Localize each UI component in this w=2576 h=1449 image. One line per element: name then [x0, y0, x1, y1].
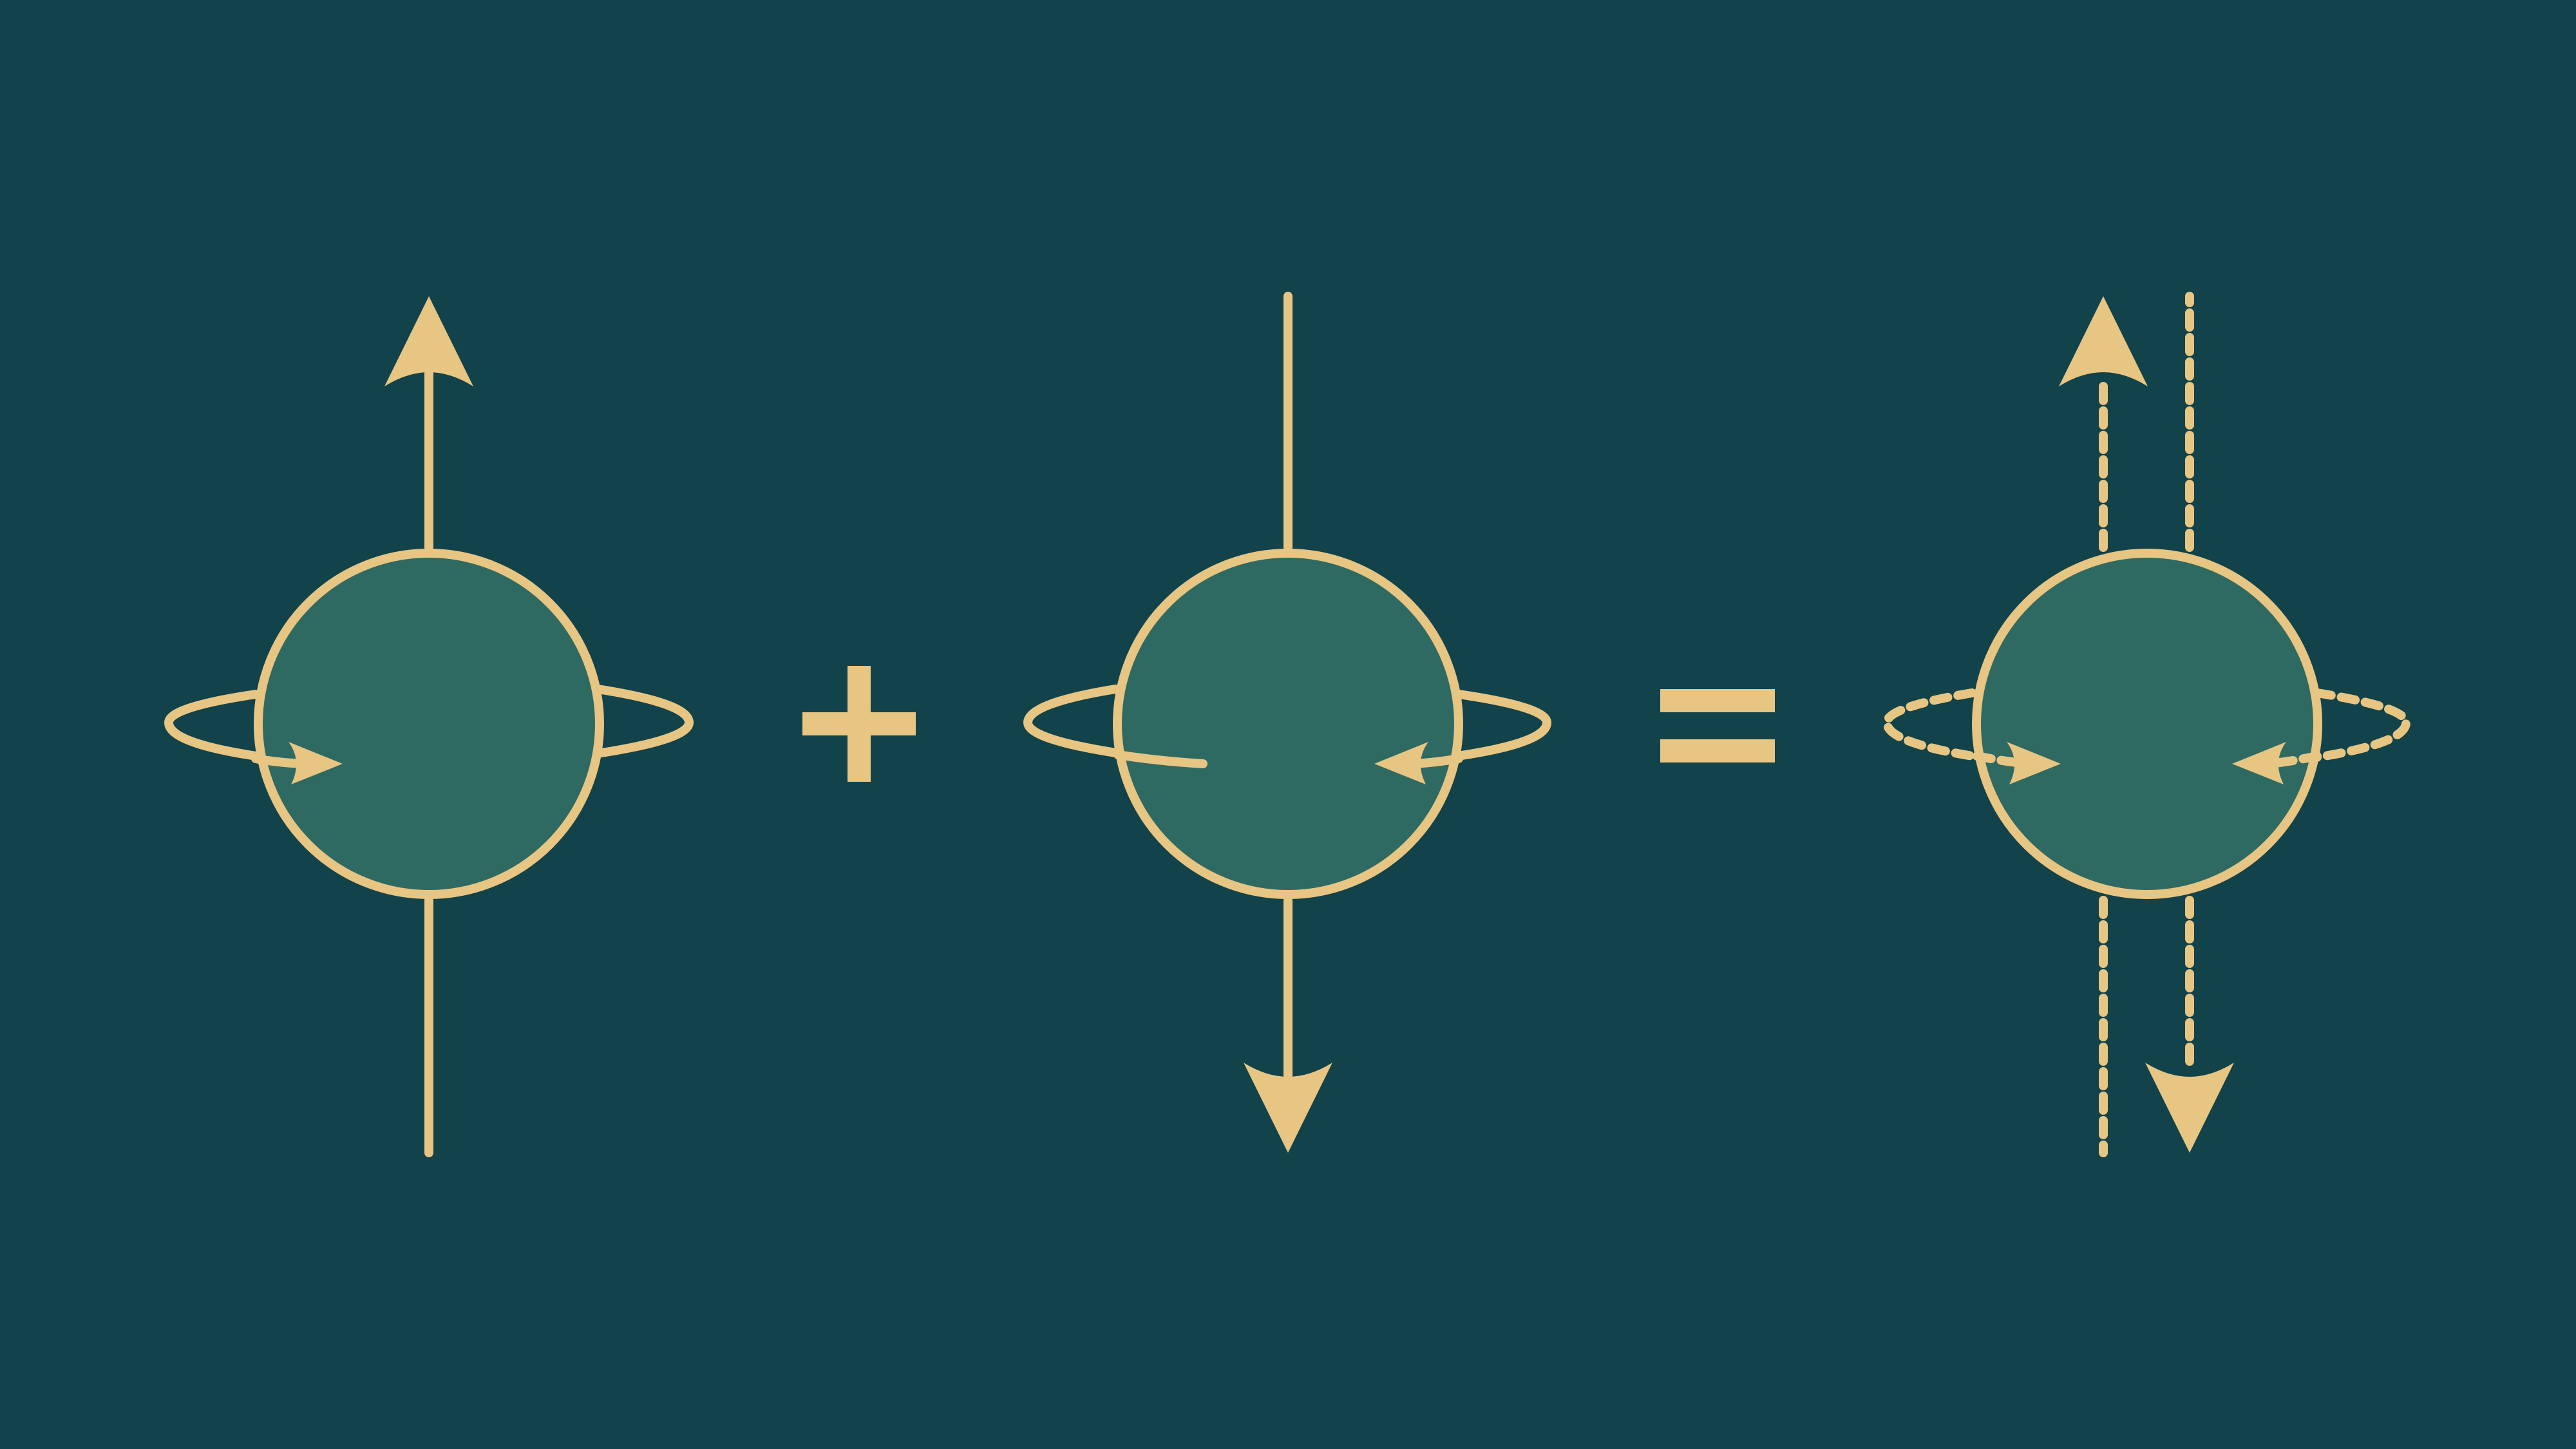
axis-arrowhead-down — [1244, 1063, 1332, 1153]
particle-sphere — [1972, 549, 2322, 899]
rotation-arrowhead-left — [1374, 742, 1428, 784]
superposition-sphere-group — [1972, 549, 2322, 899]
particle-sphere — [1113, 549, 1463, 899]
superposition-arrowheads — [2007, 296, 2286, 1153]
orbit-ring-back — [164, 690, 301, 766]
equals-top-bar — [1660, 689, 1775, 712]
orbit-ring-front-right-dashed — [2265, 752, 2322, 768]
orbit-ring-front — [251, 754, 307, 768]
orbit-ring-back-dashed — [1882, 688, 2024, 767]
rotation-arrowhead-right — [2007, 742, 2061, 784]
spin-down-particle — [1023, 292, 1552, 1086]
superposition-particle — [1882, 292, 2411, 1157]
spin-up-particle — [164, 363, 694, 1157]
spin-down-arrowheads — [1244, 742, 1428, 1153]
rotation-arrowhead-right — [289, 742, 343, 784]
orbit-ring-back-right-dashed — [2275, 688, 2411, 767]
equals-bottom-bar — [1660, 739, 1775, 762]
particle-sphere — [254, 549, 604, 899]
axis-arrowhead-up — [384, 296, 473, 386]
rotation-arrowhead-left — [2232, 742, 2286, 784]
axis-arrowhead-down — [2145, 1063, 2234, 1153]
orbit-ring-back-right — [1412, 690, 1552, 766]
axis-arrowhead-up — [2059, 296, 2148, 386]
plus-vertical — [848, 666, 871, 782]
equals-operator — [1660, 689, 1775, 762]
orbit-ring-front — [1113, 750, 1208, 768]
spin-up-arrowheads — [289, 296, 473, 784]
plus-operator — [802, 666, 916, 782]
